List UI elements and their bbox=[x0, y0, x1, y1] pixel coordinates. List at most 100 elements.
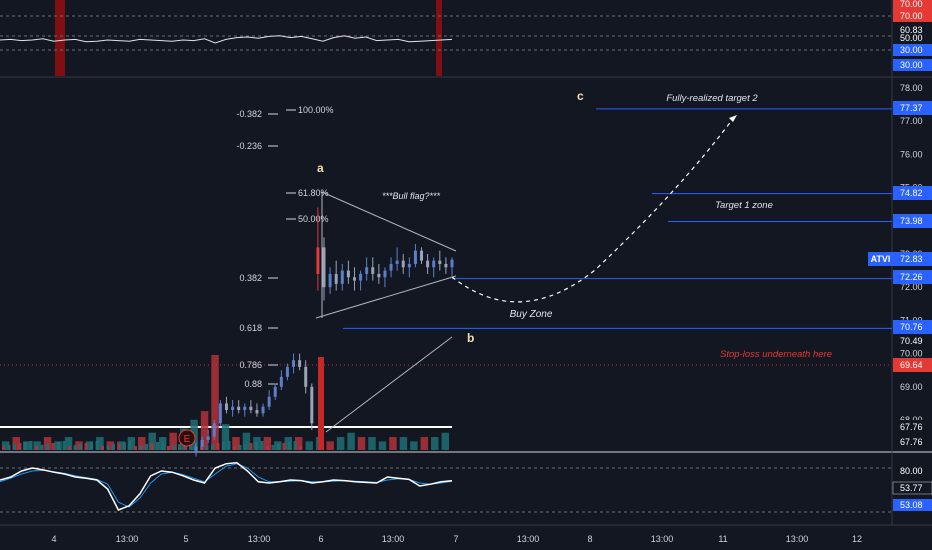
stochastic-pane[interactable] bbox=[0, 461, 892, 513]
candle[interactable] bbox=[426, 260, 430, 268]
price-badge[interactable] bbox=[893, 101, 932, 115]
price-badge-label: 70.49 bbox=[900, 336, 923, 346]
candle[interactable] bbox=[218, 403, 222, 424]
flag-lower-trendline[interactable] bbox=[315, 275, 457, 319]
price-badge[interactable] bbox=[893, 420, 932, 434]
volume-bar bbox=[399, 437, 408, 450]
volume-bar bbox=[172, 445, 176, 450]
price-badge[interactable] bbox=[893, 320, 932, 334]
candle[interactable] bbox=[206, 436, 210, 440]
symbol-label: ATVI bbox=[871, 254, 891, 264]
candle[interactable] bbox=[322, 247, 326, 288]
candle[interactable] bbox=[401, 260, 405, 268]
volume-bar bbox=[156, 442, 159, 450]
time-axis-label: 13:00 bbox=[786, 534, 809, 544]
candle[interactable] bbox=[231, 406, 235, 411]
fib-retracement[interactable]: -0.382 100.00% -0.236 61.80% 50.00% 0.382 0.61… bbox=[236, 105, 333, 389]
candle[interactable] bbox=[371, 267, 375, 274]
volume-bar bbox=[293, 441, 297, 450]
candle[interactable] bbox=[261, 406, 265, 414]
candle[interactable] bbox=[444, 263, 448, 268]
candle[interactable] bbox=[328, 273, 332, 288]
candle[interactable] bbox=[432, 260, 436, 268]
candle[interactable] bbox=[389, 263, 393, 271]
volume-bar bbox=[75, 441, 83, 450]
candle[interactable] bbox=[352, 277, 356, 281]
volume-bar bbox=[18, 443, 22, 450]
candle[interactable] bbox=[224, 403, 228, 411]
rsi-axis-tick: 50.00 bbox=[900, 33, 923, 43]
candle[interactable] bbox=[359, 273, 363, 281]
price-badge[interactable] bbox=[893, 334, 932, 348]
stoch-axis-tick: 53.08 bbox=[900, 500, 923, 510]
price-badge[interactable] bbox=[893, 214, 932, 228]
volume-bar bbox=[33, 441, 41, 450]
symbol-badge[interactable] bbox=[868, 252, 893, 266]
rsi-axis-tick: 70.00 bbox=[900, 0, 923, 9]
time-axis[interactable]: 4 13:00 5 13:00 6 13:00 7 13:00 8 13:00 11 13:00 12 bbox=[51, 534, 862, 544]
projection-path[interactable] bbox=[451, 115, 736, 303]
candle[interactable] bbox=[377, 273, 381, 278]
candle[interactable] bbox=[212, 423, 216, 437]
bull-flag-pattern[interactable] bbox=[315, 191, 457, 319]
candle[interactable] bbox=[413, 250, 417, 264]
candle[interactable] bbox=[267, 396, 271, 407]
price-badge[interactable] bbox=[893, 435, 932, 449]
volume-bar bbox=[347, 432, 355, 450]
target1-label: Target 1 zone bbox=[715, 200, 773, 211]
volume-bar bbox=[106, 445, 110, 450]
rsi-pane[interactable] bbox=[0, 0, 892, 76]
stop-loss-label: Stop-loss underneath here bbox=[720, 349, 832, 360]
candle[interactable] bbox=[420, 250, 424, 261]
price-badge-label: 77.37 bbox=[900, 103, 923, 113]
candle[interactable] bbox=[316, 247, 320, 274]
candle[interactable] bbox=[249, 406, 253, 411]
rsi-badge bbox=[893, 10, 932, 22]
candle[interactable] bbox=[298, 360, 302, 367]
wave-b-trendline[interactable] bbox=[325, 336, 453, 433]
candle[interactable] bbox=[200, 439, 204, 447]
candle[interactable] bbox=[450, 259, 454, 268]
volume-bar bbox=[211, 355, 219, 450]
candle[interactable] bbox=[304, 366, 308, 387]
last-price-label: 72.83 bbox=[900, 254, 923, 264]
candle[interactable] bbox=[365, 267, 369, 274]
candle[interactable] bbox=[383, 270, 387, 278]
volume-bar bbox=[441, 432, 449, 450]
price-axis-tick: 77.00 bbox=[900, 116, 923, 126]
price-badge[interactable] bbox=[893, 186, 932, 200]
candle[interactable] bbox=[255, 410, 259, 414]
price-axis[interactable]: 78.0077.0076.0075.0074.0073.0072.0071.00… bbox=[893, 83, 932, 449]
last-price-badge[interactable] bbox=[893, 252, 932, 266]
volume-bar bbox=[238, 445, 242, 450]
rsi-line[interactable] bbox=[0, 35, 453, 44]
candle[interactable] bbox=[334, 273, 338, 284]
volume-bar bbox=[101, 446, 104, 450]
candle[interactable] bbox=[395, 260, 399, 264]
price-badge-label: 72.26 bbox=[900, 272, 923, 282]
candle[interactable] bbox=[310, 386, 314, 424]
rsi-badge bbox=[893, 0, 932, 10]
volume-bar bbox=[24, 442, 27, 450]
candle[interactable] bbox=[285, 366, 289, 377]
price-badge[interactable] bbox=[893, 270, 932, 284]
price-badge[interactable] bbox=[893, 358, 932, 372]
candles[interactable] bbox=[194, 207, 454, 457]
candle[interactable] bbox=[407, 263, 411, 268]
candle[interactable] bbox=[340, 270, 344, 284]
candle[interactable] bbox=[438, 260, 442, 264]
price-pane[interactable]: -0.382 100.00% -0.236 61.80% 50.00% 0.382 0.61… bbox=[0, 89, 892, 457]
flag-upper-trendline[interactable] bbox=[321, 191, 457, 252]
earnings-marker[interactable] bbox=[178, 429, 196, 447]
candle[interactable] bbox=[194, 446, 198, 454]
fib-level-label: -0.236 bbox=[236, 141, 262, 151]
volume-bar bbox=[431, 437, 439, 450]
candle[interactable] bbox=[273, 386, 277, 397]
candle[interactable] bbox=[243, 406, 247, 411]
candle[interactable] bbox=[279, 376, 283, 387]
stoch-k-line[interactable] bbox=[0, 461, 453, 511]
candle[interactable] bbox=[346, 270, 350, 278]
candle[interactable] bbox=[292, 360, 296, 367]
candle[interactable] bbox=[237, 406, 241, 411]
